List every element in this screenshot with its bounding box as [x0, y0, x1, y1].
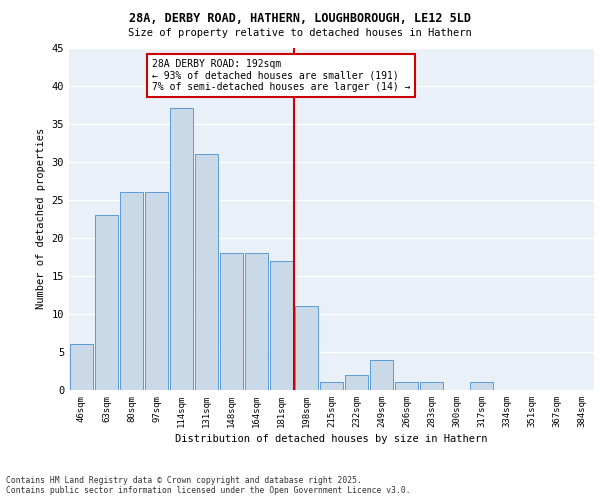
Bar	[245, 253, 268, 390]
X-axis label: Distribution of detached houses by size in Hathern: Distribution of detached houses by size …	[175, 434, 488, 444]
Bar	[170, 108, 193, 390]
Bar	[194, 154, 218, 390]
Text: 28A, DERBY ROAD, HATHERN, LOUGHBOROUGH, LE12 5LD: 28A, DERBY ROAD, HATHERN, LOUGHBOROUGH, …	[129, 12, 471, 26]
Bar	[470, 382, 493, 390]
Bar	[395, 382, 418, 390]
Text: Size of property relative to detached houses in Hathern: Size of property relative to detached ho…	[128, 28, 472, 38]
Bar	[220, 253, 244, 390]
Bar	[269, 260, 293, 390]
Bar	[320, 382, 343, 390]
Y-axis label: Number of detached properties: Number of detached properties	[36, 128, 46, 310]
Bar	[145, 192, 169, 390]
Bar	[344, 375, 368, 390]
Text: Contains HM Land Registry data © Crown copyright and database right 2025.
Contai: Contains HM Land Registry data © Crown c…	[6, 476, 410, 495]
Bar	[419, 382, 443, 390]
Bar	[295, 306, 319, 390]
Bar	[370, 360, 394, 390]
Bar	[119, 192, 143, 390]
Bar	[95, 215, 118, 390]
Text: 28A DERBY ROAD: 192sqm
← 93% of detached houses are smaller (191)
7% of semi-det: 28A DERBY ROAD: 192sqm ← 93% of detached…	[151, 59, 410, 92]
Bar	[70, 344, 94, 390]
